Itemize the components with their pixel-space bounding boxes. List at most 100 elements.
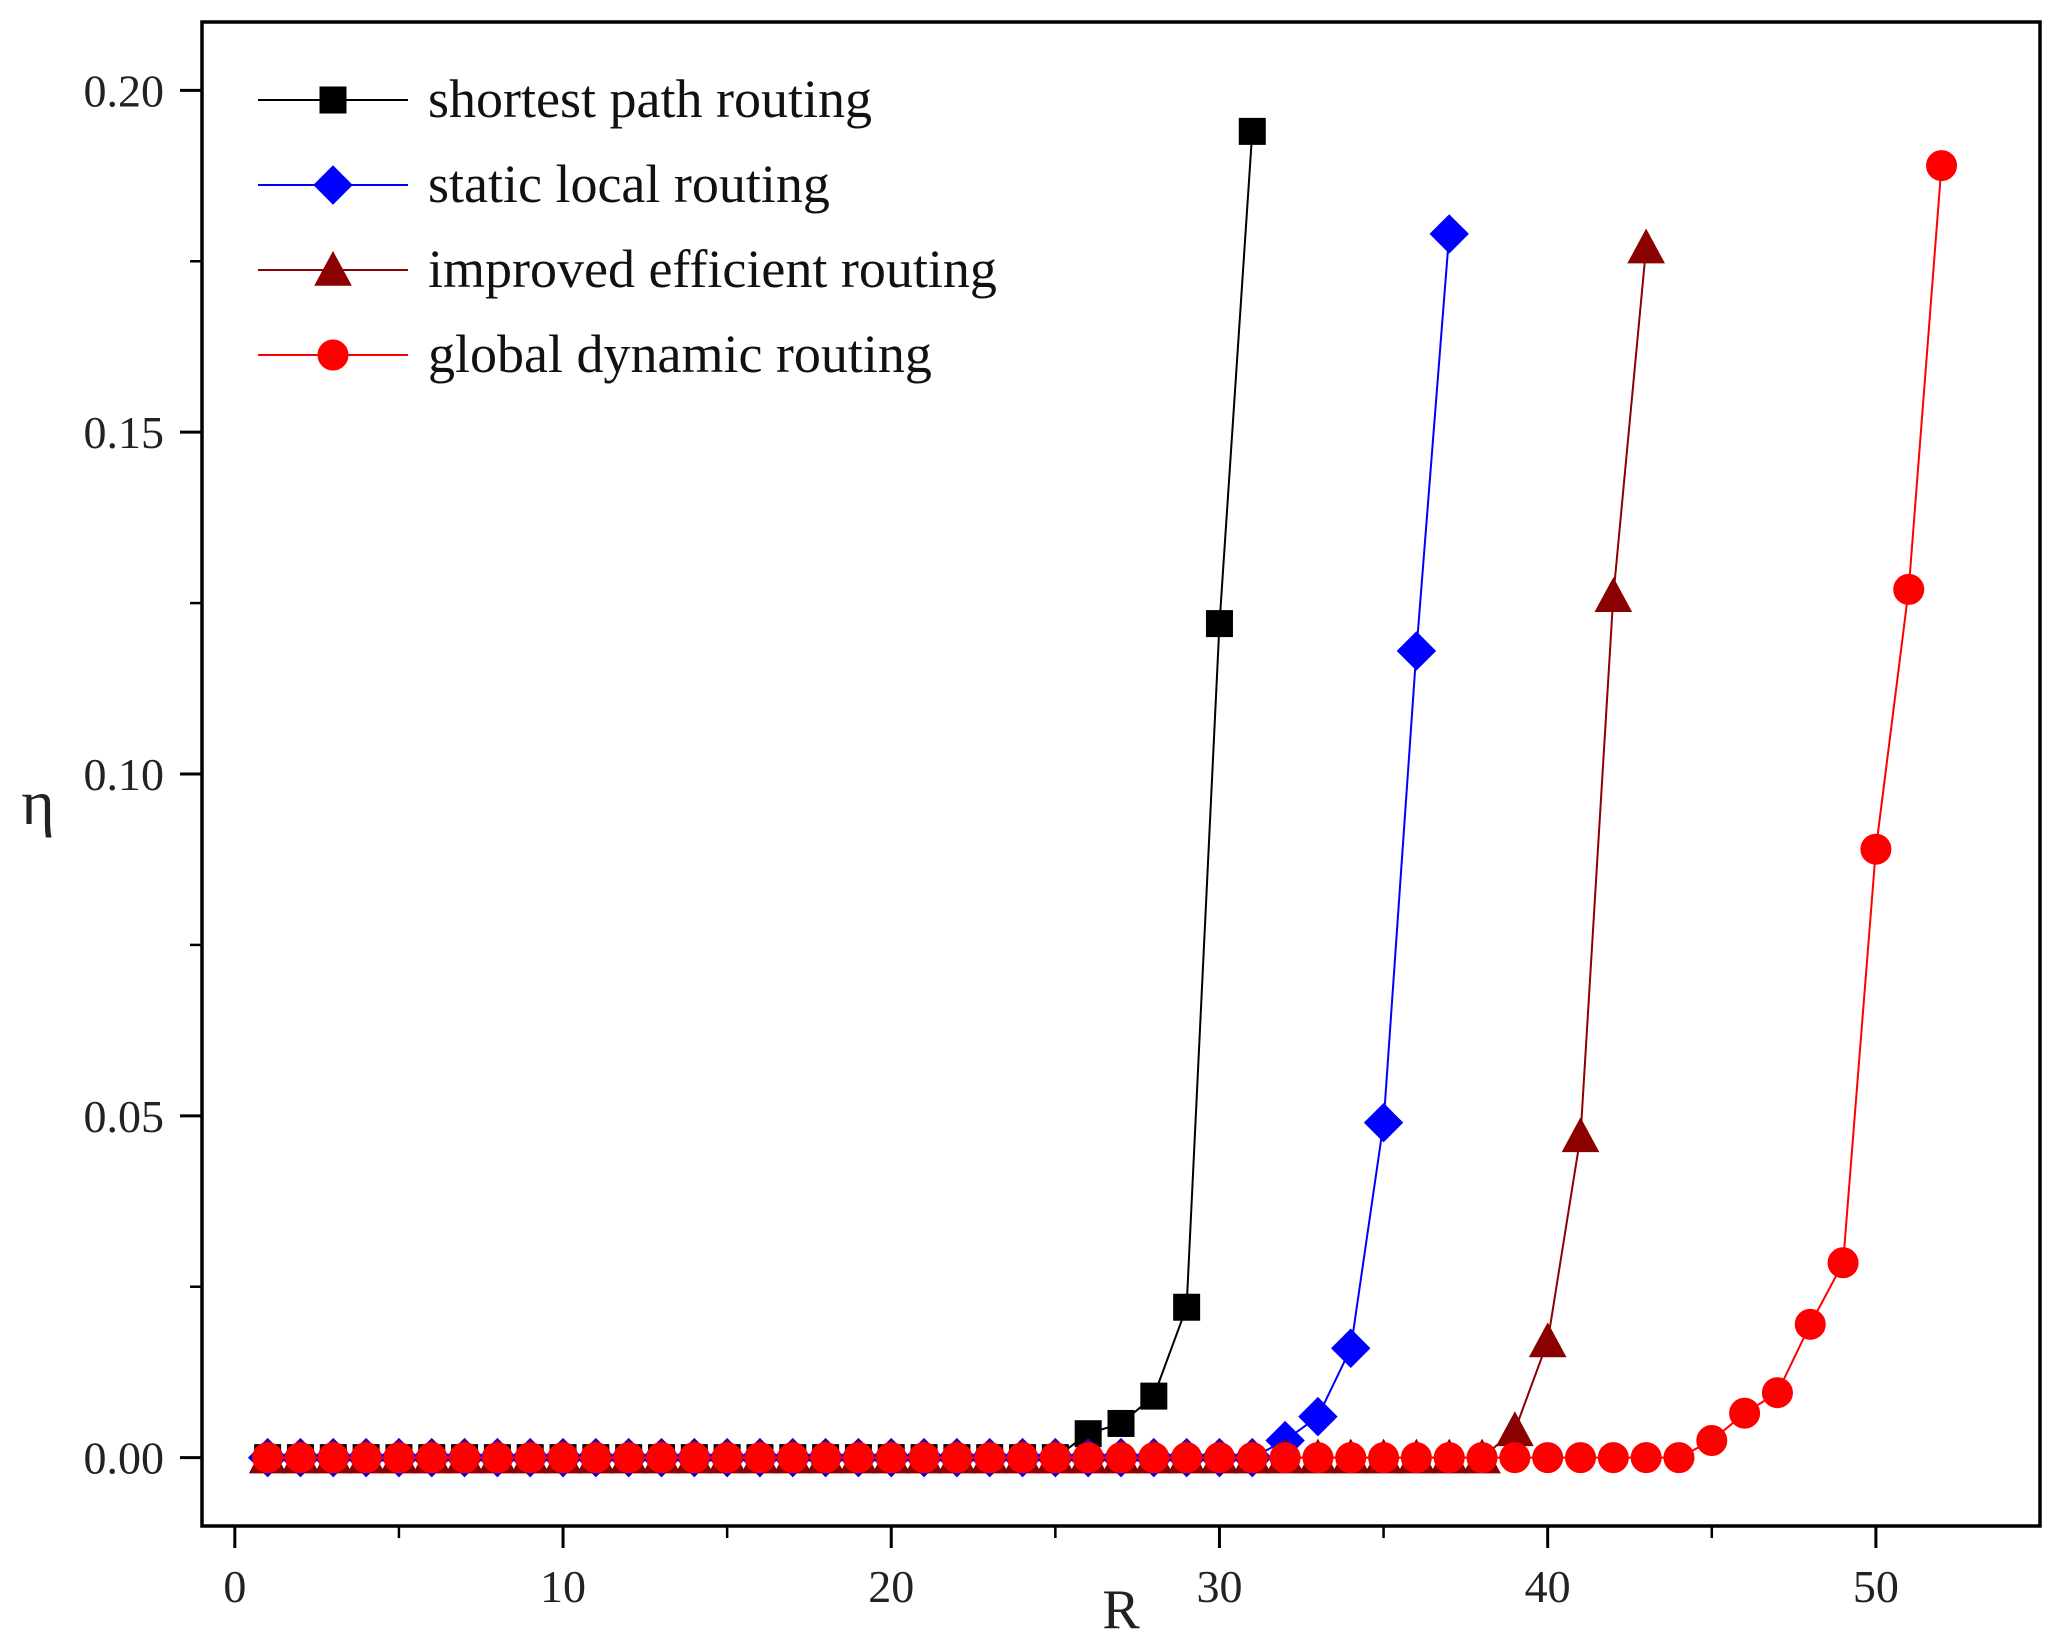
data-point [1236,1442,1268,1474]
data-point [1696,1425,1728,1457]
data-point [1663,1442,1695,1474]
y-axis: 0.00 0.05 0.10 0.15 0.20 [84,65,202,1484]
y-tick-label: 0.00 [84,1433,165,1484]
series-line [267,165,1943,1459]
data-point [1433,1442,1465,1474]
legend-item: static local routing [258,154,830,214]
data-point [1565,1442,1596,1474]
data-point [284,1442,316,1474]
data-point [1039,1442,1071,1474]
data-point [646,1442,677,1474]
data-point [383,1442,415,1474]
legend-label: static local routing [428,154,830,214]
data-point [1499,1442,1531,1474]
data-point [1302,1442,1334,1474]
data-point [1173,1293,1201,1321]
x-tick-label: 10 [540,1561,586,1612]
data-point [678,1442,710,1474]
y-tick-label: 0.15 [84,407,165,458]
data-point [777,1442,809,1474]
x-axis-label: R [1102,1579,1140,1641]
data-point [1827,1247,1859,1279]
data-point [1107,1409,1135,1437]
data-point [1140,1382,1168,1410]
data-point [1335,1442,1367,1474]
data-point [1368,1442,1400,1474]
legend-item: improved efficient routing [258,239,997,299]
data-point [1794,1308,1826,1340]
legend-item: global dynamic routing [258,324,932,384]
data-point [481,1442,513,1474]
data-point [1627,228,1665,264]
data-point [875,1442,907,1474]
legend-marker [317,339,349,371]
series-square [254,117,1266,1472]
x-tick-label: 30 [1196,1561,1242,1612]
data-point [317,1442,349,1474]
series-line [267,233,1451,1459]
legend-label: global dynamic routing [428,324,932,384]
data-point [1630,1442,1662,1474]
data-point [1298,1396,1338,1437]
data-point [1238,117,1266,145]
data-point [252,1442,284,1474]
data-point [613,1442,645,1474]
y-tick-label: 0.05 [84,1091,165,1142]
data-point [1561,1117,1600,1153]
data-point [1429,214,1469,254]
data-point [1203,1442,1235,1474]
data-point [908,1442,940,1474]
x-tick-label: 50 [1853,1561,1899,1612]
legend-label: improved efficient routing [428,239,997,299]
y-axis-label: η [21,767,54,838]
x-tick-label: 40 [1525,1561,1571,1612]
legend-item: shortest path routing [258,69,872,129]
data-point [1926,150,1958,182]
data-point [1400,1442,1432,1474]
data-point [1532,1442,1564,1474]
legend: shortest path routing static local routin… [258,69,997,384]
data-point [810,1442,842,1474]
y-tick-label: 0.10 [84,749,165,800]
series-triangle [248,228,1665,1474]
legend-marker [314,250,352,286]
data-point [1171,1442,1203,1474]
data-point [1893,573,1925,605]
data-point [1729,1397,1761,1429]
data-point [1528,1322,1567,1358]
series-circle [252,150,1958,1474]
data-point [350,1442,382,1474]
x-tick-label: 0 [223,1561,246,1612]
data-point [1138,1442,1170,1474]
data-point [842,1442,874,1474]
series-line [267,247,1648,1459]
data-point [1105,1442,1137,1474]
data-point [1860,833,1892,865]
data-point [1396,631,1437,671]
series-diamond [247,214,1469,1478]
legend-marker [313,165,353,205]
series-layer [247,117,1958,1478]
data-point [1466,1442,1498,1474]
data-point [580,1442,612,1474]
data-point [1597,1442,1629,1474]
data-point [1072,1442,1104,1474]
data-point [1594,577,1633,613]
y-tick-label: 0.20 [84,65,165,116]
data-point [1205,610,1233,638]
data-point [744,1442,776,1474]
data-point [1269,1442,1301,1474]
data-point [416,1442,448,1474]
x-axis: 0 10 20 30 40 50 [223,1526,1899,1612]
data-point [1363,1102,1404,1143]
data-point [1007,1442,1039,1474]
data-point [941,1442,973,1474]
legend-label: shortest path routing [428,69,872,129]
data-point [1331,1328,1371,1368]
data-point [1761,1377,1793,1409]
data-point [974,1442,1006,1474]
data-point [514,1442,546,1474]
data-point [1496,1411,1534,1447]
legend-marker [319,86,347,114]
